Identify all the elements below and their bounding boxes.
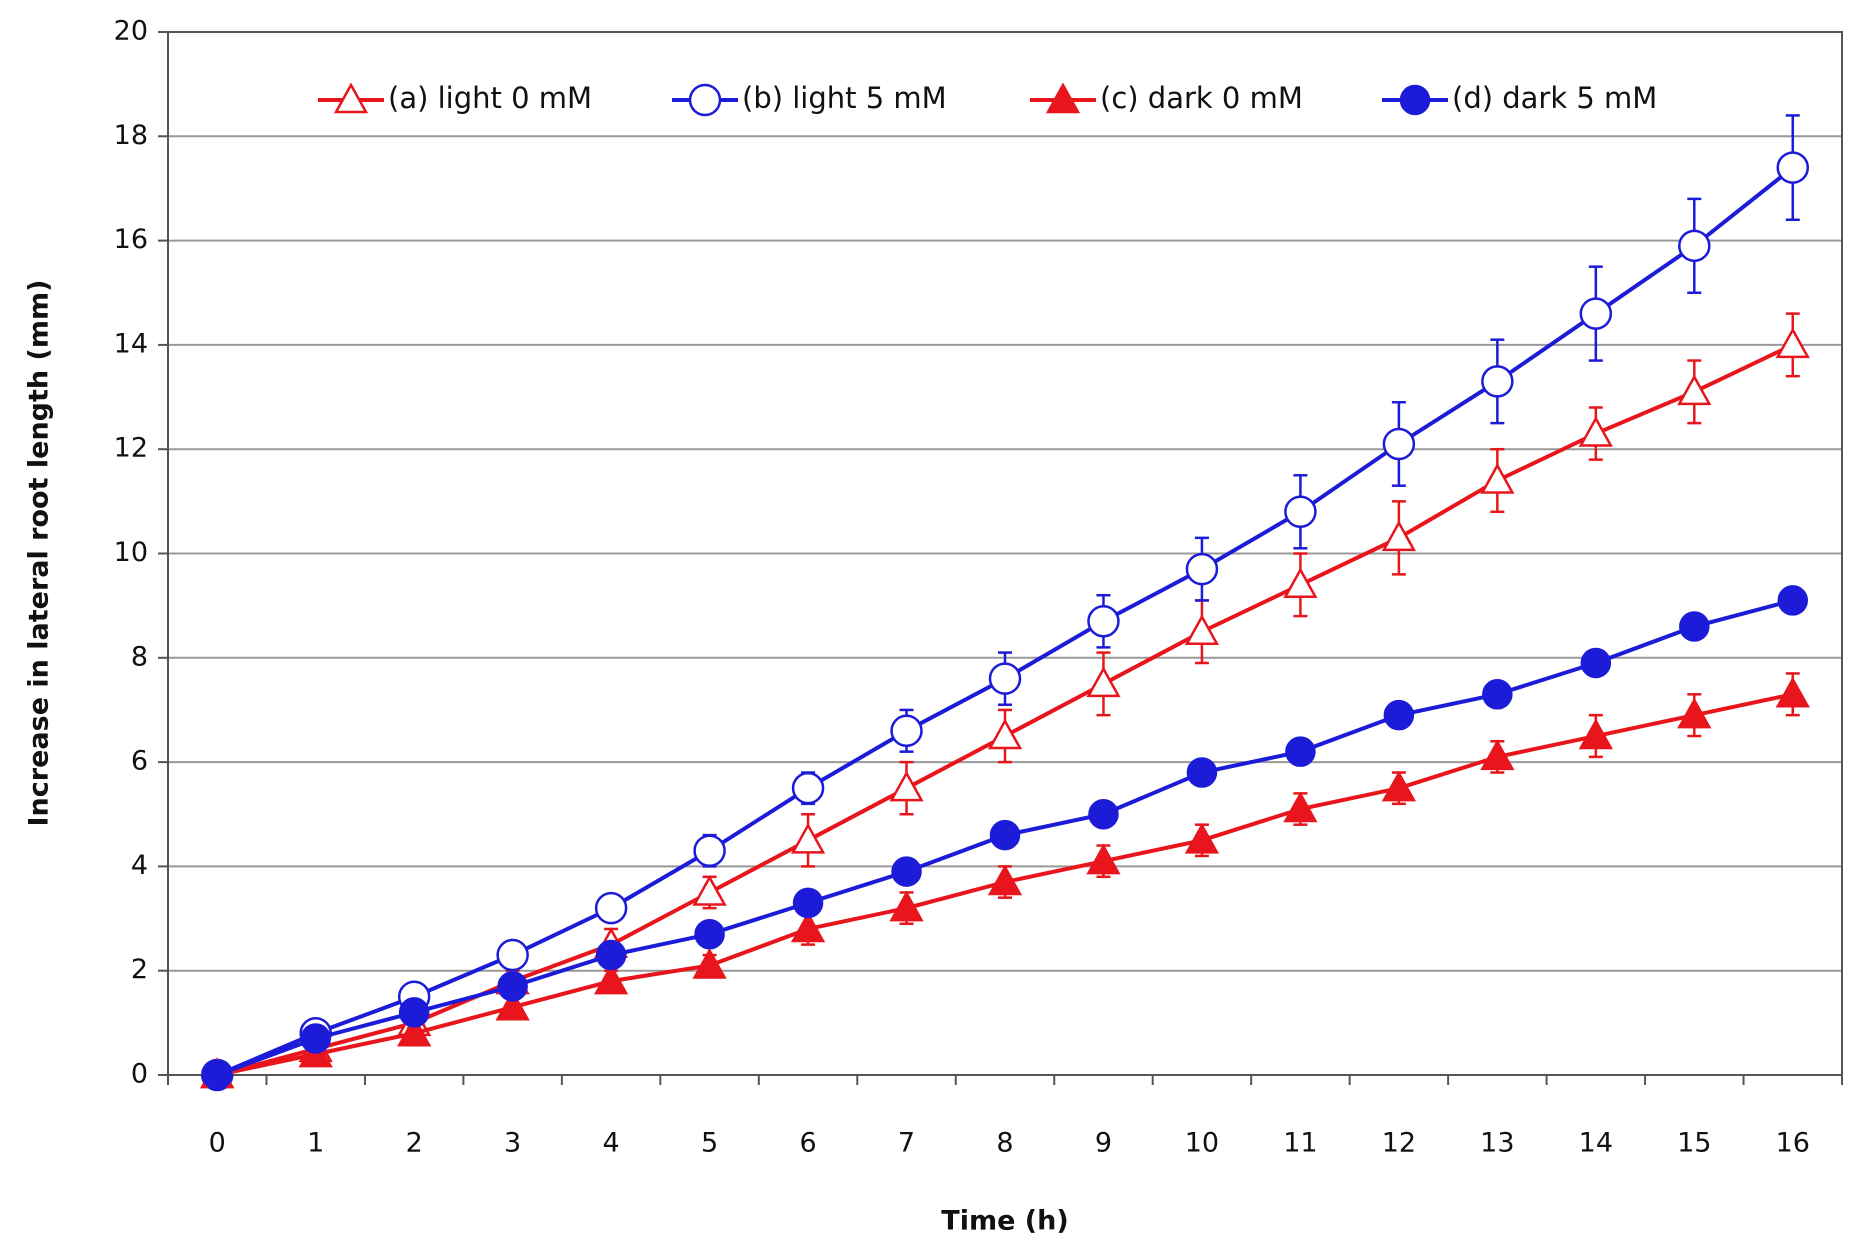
y-tick-label: 4: [131, 850, 148, 881]
x-tick-label: 5: [701, 1128, 718, 1159]
marker: [333, 82, 369, 114]
marker: [1184, 822, 1220, 854]
marker: [1186, 757, 1218, 788]
legend-label: (c) dark 0 mM: [1100, 81, 1303, 115]
marker: [1580, 647, 1612, 679]
marker: [1285, 736, 1316, 767]
y-tick-label: 20: [114, 16, 148, 47]
marker: [300, 1023, 331, 1054]
y-tick-label: 14: [114, 328, 148, 359]
marker: [1399, 84, 1431, 116]
legend-label: (d) dark 5 mM: [1452, 81, 1657, 115]
marker: [988, 662, 1022, 695]
marker: [1283, 791, 1318, 823]
marker: [1482, 679, 1513, 710]
legend-label: (b) light 5 mM: [742, 81, 947, 115]
marker: [398, 997, 430, 1028]
marker: [201, 1059, 233, 1091]
marker: [1381, 520, 1417, 552]
x-tick-label: 11: [1283, 1128, 1317, 1159]
marker: [891, 856, 922, 887]
marker: [1775, 327, 1810, 359]
marker: [1087, 605, 1120, 638]
marker: [1777, 585, 1809, 616]
marker: [496, 938, 529, 972]
marker: [1088, 799, 1119, 830]
x-tick-label: 7: [898, 1128, 915, 1159]
marker: [889, 770, 924, 802]
y-tick-label: 16: [114, 224, 148, 255]
x-tick-label: 12: [1382, 1128, 1416, 1159]
x-tick-label: 14: [1579, 1128, 1613, 1159]
x-tick-label: 6: [799, 1128, 816, 1159]
marker: [593, 963, 629, 995]
marker: [692, 947, 727, 979]
marker: [989, 819, 1021, 851]
marker: [694, 918, 725, 950]
marker: [1086, 843, 1121, 875]
marker: [1381, 770, 1417, 802]
marker: [688, 83, 722, 117]
marker: [1184, 614, 1220, 645]
x-tick-label: 3: [504, 1128, 521, 1159]
y-axis-title: Increase in lateral root length (mm): [24, 280, 55, 827]
marker: [692, 874, 727, 906]
marker: [1480, 739, 1515, 771]
y-tick-label: 2: [131, 954, 148, 985]
marker: [790, 911, 826, 943]
marker: [791, 771, 825, 805]
x-tick-label: 0: [209, 1128, 226, 1159]
marker: [1578, 415, 1613, 447]
x-axis-title: Time (h): [941, 1206, 1068, 1237]
y-tick-label: 0: [131, 1059, 148, 1090]
marker: [987, 718, 1023, 750]
x-tick-label: 10: [1185, 1128, 1219, 1159]
x-tick-label: 8: [996, 1128, 1013, 1159]
x-tick-label: 16: [1776, 1128, 1810, 1159]
marker: [1185, 552, 1219, 586]
marker: [1776, 151, 1810, 184]
marker: [594, 891, 628, 925]
marker: [1480, 462, 1515, 494]
plot-frame: [167, 31, 1843, 1076]
marker: [1677, 697, 1712, 729]
marker: [1775, 676, 1810, 708]
y-tick-label: 10: [114, 537, 148, 568]
marker: [792, 887, 824, 919]
marker: [1578, 718, 1613, 750]
y-tick-label: 6: [131, 746, 148, 777]
marker: [1382, 427, 1416, 461]
marker: [1678, 229, 1711, 263]
x-tick-label: 15: [1677, 1128, 1711, 1159]
x-tick-label: 1: [307, 1128, 324, 1159]
y-tick-label: 18: [114, 120, 148, 151]
marker: [889, 890, 924, 922]
marker: [1383, 699, 1415, 731]
y-tick-label: 8: [131, 641, 148, 672]
marker: [890, 714, 923, 748]
marker: [495, 989, 530, 1021]
marker: [1481, 365, 1514, 398]
marker: [1284, 495, 1317, 529]
x-tick-label: 9: [1095, 1128, 1112, 1159]
marker: [790, 822, 826, 854]
marker: [1283, 567, 1318, 599]
marker: [1045, 82, 1081, 114]
marker: [987, 864, 1023, 896]
x-tick-label: 4: [603, 1128, 620, 1159]
marker: [497, 971, 528, 1002]
marker: [595, 939, 627, 971]
marker: [1677, 374, 1712, 406]
marker: [1086, 666, 1121, 698]
marker: [1579, 297, 1613, 330]
marker: [397, 1015, 432, 1047]
x-tick-label: 2: [406, 1128, 423, 1159]
x-tick-label: 13: [1480, 1128, 1514, 1159]
y-tick-label: 12: [114, 433, 148, 464]
marker: [693, 834, 726, 868]
marker: [1679, 611, 1710, 642]
legend-label: (a) light 0 mM: [388, 81, 592, 115]
